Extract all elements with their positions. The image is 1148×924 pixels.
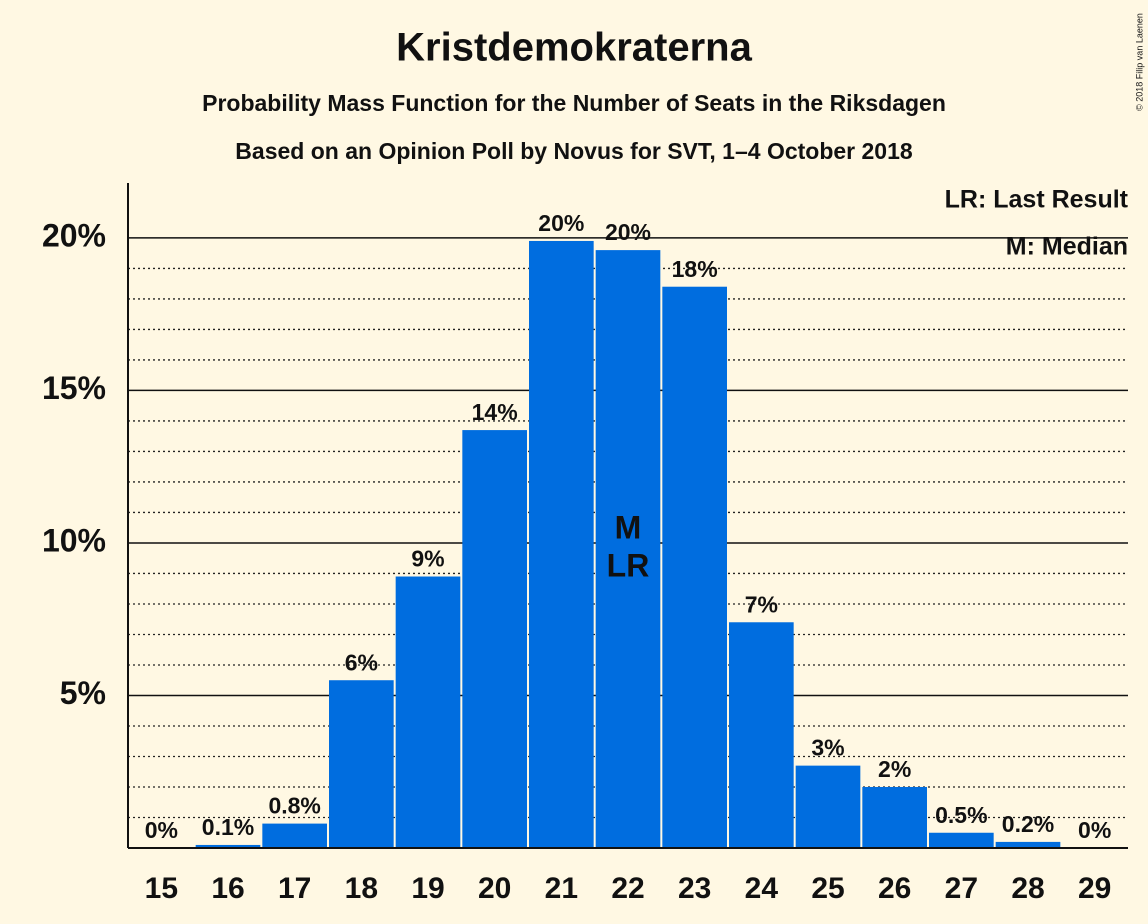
x-tick-label: 20 (478, 872, 511, 905)
bar (862, 786, 927, 848)
value-label: 9% (411, 546, 444, 572)
bar-annotation: M (615, 510, 642, 546)
x-tick-label: 23 (678, 872, 711, 905)
x-tick-label: 19 (411, 872, 444, 905)
value-label: 20% (538, 210, 584, 236)
value-label: 3% (811, 735, 844, 761)
value-label: 2% (878, 756, 911, 782)
value-label: 7% (745, 591, 778, 617)
bar (462, 430, 527, 848)
y-tick-label: 10% (42, 522, 106, 558)
y-tick-label: 5% (60, 675, 106, 711)
value-label: 0.2% (1002, 811, 1054, 837)
value-label: 0% (145, 817, 178, 843)
x-tick-label: 18 (345, 872, 378, 905)
value-label: 0.1% (202, 814, 254, 840)
bar (595, 250, 661, 848)
x-tick-label: 22 (611, 872, 644, 905)
x-tick-label: 27 (945, 872, 978, 905)
chart-subtitle: Based on an Opinion Poll by Novus for SV… (235, 138, 913, 164)
copyright: © 2018 Filip van Laenen (1134, 13, 1144, 111)
x-tick-label: 21 (545, 872, 578, 905)
x-tick-label: 15 (145, 872, 178, 905)
value-label: 0.5% (935, 802, 987, 828)
x-tick-label: 25 (811, 872, 844, 905)
value-label: 18% (672, 256, 718, 282)
bar (262, 823, 327, 848)
x-tick-label: 28 (1011, 872, 1044, 905)
value-label: 14% (472, 399, 518, 425)
bar (395, 576, 461, 848)
x-tick-label: 16 (211, 872, 244, 905)
bar (529, 240, 594, 848)
y-tick-label: 20% (42, 217, 106, 253)
chart-subtitle: Probability Mass Function for the Number… (202, 90, 946, 116)
bar (995, 841, 1061, 848)
x-tick-label: 24 (745, 872, 779, 905)
value-label: 0% (1078, 817, 1111, 843)
value-label: 6% (345, 649, 378, 675)
bar (795, 765, 861, 848)
x-tick-label: 29 (1078, 872, 1111, 905)
bar-annotation: LR (607, 548, 650, 584)
legend-entry: LR: Last Result (945, 186, 1129, 214)
legend-entry: M: Median (1006, 233, 1128, 261)
y-tick-label: 15% (42, 370, 106, 406)
x-tick-label: 17 (278, 872, 311, 905)
bar (329, 680, 394, 848)
x-tick-label: 26 (878, 872, 911, 905)
bar (195, 844, 261, 848)
bar (729, 622, 794, 848)
value-label: 20% (605, 219, 651, 245)
chart-title: Kristdemokraterna (396, 26, 752, 70)
bar (662, 286, 727, 849)
bar (929, 832, 994, 848)
value-label: 0.8% (268, 793, 320, 819)
